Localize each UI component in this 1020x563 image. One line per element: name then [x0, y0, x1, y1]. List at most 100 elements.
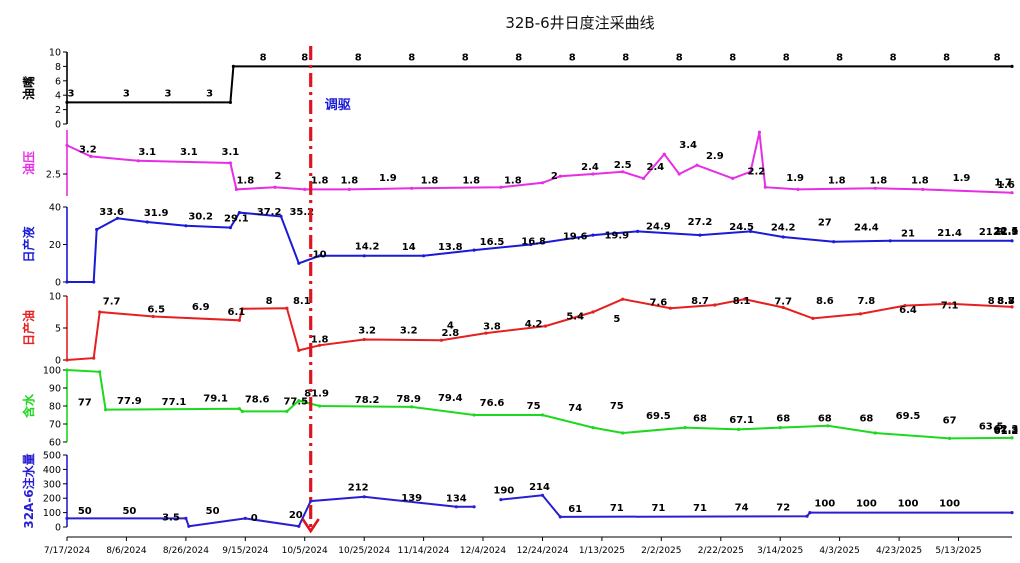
series-point: [309, 499, 313, 503]
series-point: [115, 216, 120, 220]
data-label: 1.8: [340, 175, 358, 186]
x-axis: 7/17/2024 8/6/2024 8/26/2024 9/15/2024 10/5/…: [44, 536, 1012, 556]
series-point: [796, 187, 800, 191]
data-label: 2: [275, 171, 282, 182]
series-point: [698, 233, 702, 237]
series-point: [104, 408, 108, 412]
data-label: 31.9: [144, 208, 169, 219]
panel-3: 0 20 40 日产液 33.6 31.9 30.2 29.1 37.2 35.2 10 14.2 14…: [21, 203, 1018, 289]
data-label: 50: [122, 506, 136, 517]
series-point: [151, 314, 155, 319]
data-label: 214: [529, 482, 550, 493]
series-point: [318, 404, 322, 408]
data-label: 77.1: [162, 397, 187, 408]
data-label: 75: [610, 401, 624, 412]
y-tick-label: 300: [43, 479, 61, 490]
series-point: [948, 436, 952, 440]
series-point: [499, 498, 503, 502]
data-label: 2.4: [581, 162, 599, 173]
series-point: [228, 161, 232, 165]
data-label: 61.3: [994, 426, 1019, 437]
series-point: [621, 431, 625, 435]
y-tick-label: 20: [49, 240, 61, 251]
data-label: 1.8: [311, 175, 329, 186]
data-label: 7.6: [650, 297, 668, 308]
data-label: 30.2: [188, 211, 213, 222]
data-label: 63.5: [979, 422, 1004, 433]
series-point: [285, 409, 289, 413]
data-label: 61: [568, 504, 582, 515]
x-tick-label: 8/26/2024: [163, 546, 209, 556]
data-label: 62.3: [994, 424, 1019, 435]
data-label: 7.7: [103, 297, 121, 308]
x-tick-label: 1/13/2025: [579, 546, 625, 556]
y-tick-label: 8: [55, 62, 61, 73]
data-label: 2: [551, 171, 558, 182]
data-label: 7.7: [774, 297, 792, 308]
series-point: [65, 100, 69, 104]
series-point: [1010, 239, 1014, 243]
series-point: [873, 186, 877, 190]
data-label: 16.8: [521, 237, 546, 248]
series-point: [484, 331, 488, 335]
series-point: [540, 181, 545, 185]
data-label: 79.4: [438, 393, 463, 404]
y-tick-label: 0: [55, 523, 61, 534]
series-point: [145, 220, 149, 224]
series-point: [1010, 64, 1014, 68]
data-label: 1.6: [997, 180, 1015, 191]
data-label: 8.3: [997, 296, 1015, 307]
data-label: 8.7: [691, 296, 709, 307]
series-point: [318, 343, 322, 347]
series-point: [695, 163, 699, 167]
series-point: [558, 174, 562, 178]
panel-2: 2.5 油压 3.2 3.1 3.1 3.1 1.8 2 1.8 1.8 1.9 1.8 1.8 1.8 2…: [21, 130, 1015, 196]
data-label: 29.1: [224, 213, 249, 224]
data-label: 2.8: [441, 328, 459, 339]
series-point: [713, 303, 717, 307]
series-line: [67, 65, 1012, 104]
series-point: [89, 154, 93, 158]
data-label: 8: [836, 52, 843, 63]
data-label: 7.8: [858, 296, 876, 307]
data-label: 8.7: [997, 296, 1015, 307]
data-label: 8: [676, 52, 683, 63]
data-label: 27: [818, 217, 832, 228]
data-label: 3.2: [79, 145, 97, 156]
data-label: 7.1: [941, 301, 959, 312]
data-label: 50: [206, 506, 220, 517]
series-point: [1010, 510, 1014, 515]
y-tick-label: 100: [43, 366, 61, 377]
y-tick-label: 80: [49, 402, 61, 413]
data-label: 1.8: [236, 175, 254, 186]
series-point: [873, 431, 877, 435]
series-point: [439, 338, 443, 342]
y-tick-label: 6: [55, 76, 61, 87]
series-point: [410, 186, 414, 190]
data-label: 8: [462, 52, 469, 63]
data-label: 68: [859, 414, 873, 425]
series-point: [543, 324, 548, 328]
x-tick-label: 11/14/2024: [398, 546, 450, 556]
data-label: 21.9: [979, 227, 1004, 238]
series-point: [273, 185, 277, 189]
data-label: 22.1: [994, 227, 1019, 238]
data-label: 100: [856, 499, 877, 510]
y-tick-label: 40: [49, 203, 61, 214]
data-label: 8.6: [816, 296, 834, 307]
series-line: [66, 131, 1013, 194]
data-label: 61.2: [994, 426, 1019, 437]
series-point: [472, 248, 476, 252]
data-label: 69.5: [646, 411, 671, 422]
data-label: 24.5: [729, 222, 754, 233]
data-label: 68: [818, 414, 832, 425]
data-label: 3.8: [483, 322, 501, 333]
data-label: 2.5: [614, 160, 632, 171]
x-tick-label: 10/25/2024: [338, 546, 390, 556]
x-tick-label: 4/23/2025: [876, 546, 922, 556]
series-point: [558, 515, 562, 519]
data-label: 19.6: [563, 231, 588, 242]
series-point: [362, 495, 366, 499]
